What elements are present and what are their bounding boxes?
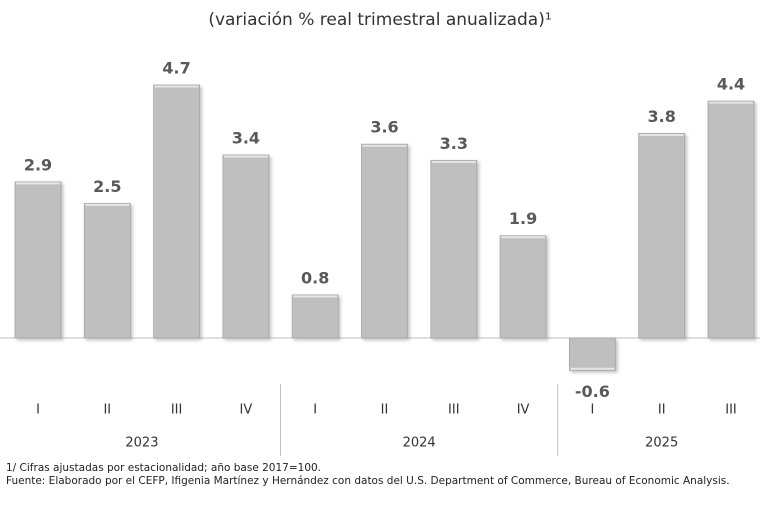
value-label: 4.7 [162,59,190,78]
footnotes: 1/ Cifras ajustadas por estacionalidad; … [6,462,756,488]
value-label: 0.8 [301,268,329,287]
bar [430,159,478,339]
x-tick-label: I [313,403,317,418]
value-label: 1.9 [509,209,537,228]
footnote: 1/ Cifras ajustadas por estacionalidad; … [6,462,322,474]
bar [361,143,408,339]
value-label: 3.8 [648,107,676,126]
bar [83,203,131,339]
bar [707,100,755,339]
bar [569,337,616,371]
x-tick-label: I [36,403,40,418]
group-label: 2024 [403,436,436,451]
group-label: 2025 [645,436,678,451]
x-tick-label: II [381,403,389,418]
value-label: 4.4 [717,75,745,94]
x-tick-label: II [103,403,111,418]
source-note: Fuente: Elaborado por el CEFP, Ifigenia … [6,475,730,487]
bar [291,294,339,339]
bar [638,133,686,339]
value-label: 3.6 [370,118,398,137]
x-tick-label: III [448,403,460,418]
x-tick-label: I [590,403,594,418]
bar [153,84,201,339]
bar [14,181,62,339]
value-label: -0.6 [575,382,610,401]
x-tick-label: III [171,403,183,418]
chart: (variación % real trimestral anualizada)… [0,10,760,456]
value-label: 2.5 [93,177,121,196]
x-tick-label: IV [517,403,530,418]
bar [499,235,547,339]
bar [222,154,270,339]
x-tick-label: IV [240,403,253,418]
x-tick-label: III [725,403,737,418]
value-label: 3.4 [232,128,260,147]
chart-title: (variación % real trimestral anualizada)… [208,10,551,30]
group-label: 2023 [125,436,158,451]
x-tick-label: II [658,403,666,418]
value-label: 3.3 [440,134,468,153]
value-label: 2.9 [24,155,52,174]
